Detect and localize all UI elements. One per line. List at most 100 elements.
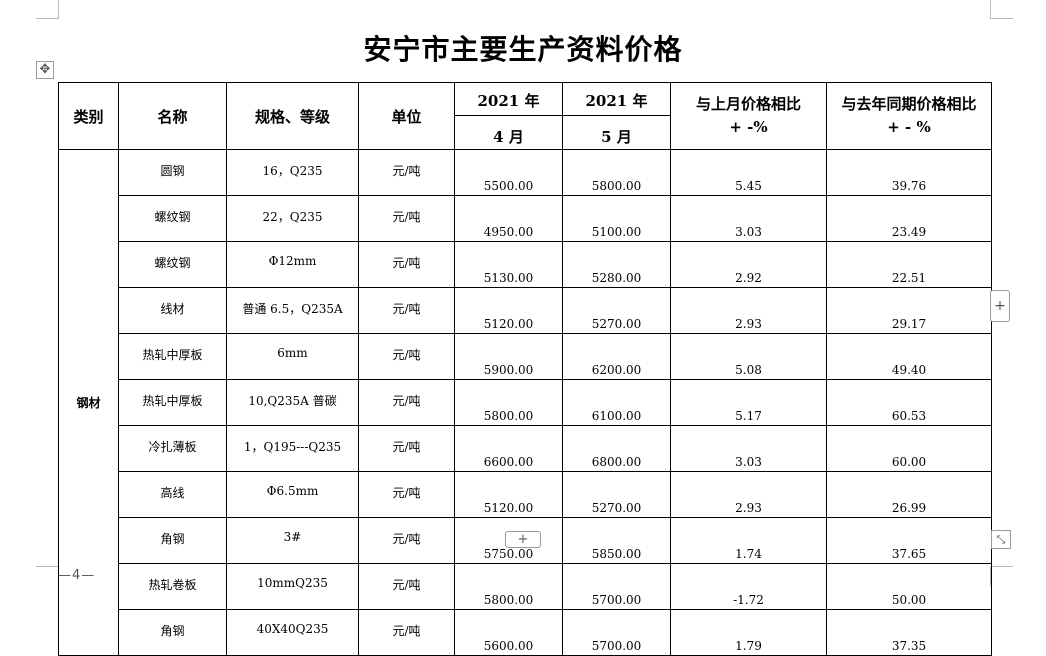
- cell-name: 螺纹钢: [118, 195, 227, 242]
- cell-may-price: 5700.00: [562, 563, 671, 610]
- table-row: 角钢 40X40Q235 元/吨 5600.00 5700.00 1.79 37.35: [59, 609, 992, 656]
- cell-name: 角钢: [118, 609, 227, 656]
- page-corner-mark-bottom-left: [36, 566, 59, 586]
- table-move-icon[interactable]: ✥: [36, 61, 54, 79]
- cell-april-price: 5900.00: [454, 333, 563, 380]
- cell-april-price: 5500.00: [454, 149, 563, 196]
- header-year-april: 2021 年: [454, 82, 563, 116]
- cell-name: 螺纹钢: [118, 241, 227, 288]
- table-row: 螺纹钢 22，Q235 元/吨 4950.00 5100.00 3.03 23.49: [59, 195, 992, 242]
- page-corner-mark-top-right: [990, 0, 1013, 19]
- cell-year-on-year: 39.76: [826, 149, 992, 196]
- cell-spec: 22，Q235: [226, 195, 359, 242]
- cell-spec: 6mm: [226, 333, 359, 380]
- cell-may-price: 6100.00: [562, 379, 671, 426]
- cell-april-price: 5600.00: [454, 609, 563, 656]
- cell-month-on-month: 3.03: [670, 425, 827, 472]
- document-title: 安宁市主要生产资料价格: [363, 33, 683, 66]
- cell-month-on-month: 2.93: [670, 471, 827, 518]
- table-row: 热轧中厚板 6mm 元/吨 5900.00 6200.00 5.08 49.40: [59, 333, 992, 380]
- cell-month-on-month: 5.17: [670, 379, 827, 426]
- cell-spec: 普通 6.5，Q235A: [226, 287, 359, 334]
- header-year-on-year: 与去年同期价格相比 + - %: [826, 82, 992, 150]
- header-month-on-month: 与上月价格相比 + -%: [670, 82, 827, 150]
- cell-unit: 元/吨: [358, 517, 455, 564]
- cell-month-on-month: 2.92: [670, 241, 827, 288]
- cell-spec: 10mmQ235: [226, 563, 359, 610]
- cell-april-price: 4950.00: [454, 195, 563, 242]
- cell-spec: 16，Q235: [226, 149, 359, 196]
- table-row: 钢材 圆钢 16，Q235 元/吨 5500.00 5800.00 5.45 39.76: [58, 149, 992, 656]
- page-corner-mark-top-left: [36, 0, 59, 19]
- cell-april-price: 5130.00: [454, 241, 563, 288]
- page-corner-mark-bottom-right: [990, 566, 1013, 586]
- cell-may-price: 5700.00: [562, 609, 671, 656]
- add-column-button[interactable]: +: [990, 290, 1010, 322]
- cell-may-price: 5850.00: [562, 517, 671, 564]
- cell-name: 冷扎薄板: [118, 425, 227, 472]
- cell-month-on-month: 3.03: [670, 195, 827, 242]
- header-mom-line1: 与上月价格相比: [695, 95, 801, 113]
- cell-april-price: 5120.00: [454, 287, 563, 334]
- cell-year-on-year: 22.51: [826, 241, 992, 288]
- cell-year-on-year: 29.17: [826, 287, 992, 334]
- header-name: 名称: [118, 82, 227, 150]
- cell-year-on-year: 60.53: [826, 379, 992, 426]
- table-row: 高线 Φ6.5mm 元/吨 5120.00 5270.00 2.93 26.99: [59, 471, 992, 518]
- table-header: 类别 名称 规格、等级 单位 2021 年 2021 年 与上月价格相比 + -…: [58, 82, 992, 150]
- cell-may-price: 5280.00: [562, 241, 671, 288]
- cell-month-on-month: 1.74: [670, 517, 827, 564]
- cell-name: 热轧中厚板: [118, 333, 227, 380]
- cell-unit: 元/吨: [358, 471, 455, 518]
- table-body: 钢材 圆钢 16，Q235 元/吨 5500.00 5800.00 5.45 39.76 螺纹钢…: [58, 149, 992, 656]
- header-unit: 单位: [358, 82, 455, 150]
- cell-spec: 40X40Q235: [226, 609, 359, 656]
- cell-unit: 元/吨: [358, 563, 455, 610]
- header-year-may: 2021 年: [562, 82, 671, 116]
- cell-may-price: 5270.00: [562, 287, 671, 334]
- table-row: 螺纹钢 Φ12mm 元/吨 5130.00 5280.00 2.92 22.51: [59, 241, 992, 288]
- page-number: —4—: [58, 568, 96, 583]
- add-row-button[interactable]: +: [505, 531, 541, 548]
- cell-name: 热轧中厚板: [118, 379, 227, 426]
- cell-unit: 元/吨: [358, 241, 455, 288]
- header-yoy-line2: + - %: [887, 118, 931, 136]
- cell-unit: 元/吨: [358, 379, 455, 426]
- cell-spec: 3#: [226, 517, 359, 564]
- table-row: 热轧卷板 10mmQ235 元/吨 5800.00 5700.00 -1.72 50.00: [59, 563, 992, 610]
- cell-name: 角钢: [118, 517, 227, 564]
- header-month-april: 4 月: [454, 115, 563, 150]
- cell-year-on-year: 37.35: [826, 609, 992, 656]
- cell-may-price: 5270.00: [562, 471, 671, 518]
- cell-name: 热轧卷板: [118, 563, 227, 610]
- cell-month-on-month: 5.08: [670, 333, 827, 380]
- cell-year-on-year: 60.00: [826, 425, 992, 472]
- cell-may-price: 5100.00: [562, 195, 671, 242]
- header-mom-line2: + -%: [729, 118, 768, 136]
- cell-unit: 元/吨: [358, 195, 455, 242]
- category-cell: 钢材: [58, 149, 119, 656]
- cell-year-on-year: 50.00: [826, 563, 992, 610]
- table-row: 角钢 3# 元/吨 5750.00 5850.00 1.74 37.65: [59, 517, 992, 564]
- cell-unit: 元/吨: [358, 425, 455, 472]
- cell-year-on-year: 23.49: [826, 195, 992, 242]
- price-table: 类别 名称 规格、等级 单位 2021 年 2021 年 与上月价格相比 + -…: [58, 82, 992, 656]
- cell-spec: 1，Q195---Q235: [226, 425, 359, 472]
- cell-may-price: 6200.00: [562, 333, 671, 380]
- table-row: 冷扎薄板 1，Q195---Q235 元/吨 6600.00 6800.00 3.03 60…: [59, 425, 992, 472]
- cell-month-on-month: 1.79: [670, 609, 827, 656]
- cell-unit: 元/吨: [358, 609, 455, 656]
- header-yoy-line1: 与去年同期价格相比: [841, 95, 977, 113]
- cell-spec: Φ6.5mm: [226, 471, 359, 518]
- cell-april-price: 5800.00: [454, 379, 563, 426]
- cell-unit: 元/吨: [358, 287, 455, 334]
- cell-may-price: 6800.00: [562, 425, 671, 472]
- table-resize-icon[interactable]: ⤡: [991, 530, 1011, 549]
- cell-april-price: 5800.00: [454, 563, 563, 610]
- cell-may-price: 5800.00: [562, 149, 671, 196]
- cell-unit: 元/吨: [358, 333, 455, 380]
- table-row: 热轧中厚板 10,Q235A 普碳 元/吨 5800.00 6100.00 5.17 60.…: [59, 379, 992, 426]
- cell-name: 圆钢: [118, 149, 227, 196]
- cell-year-on-year: 49.40: [826, 333, 992, 380]
- cell-year-on-year: 26.99: [826, 471, 992, 518]
